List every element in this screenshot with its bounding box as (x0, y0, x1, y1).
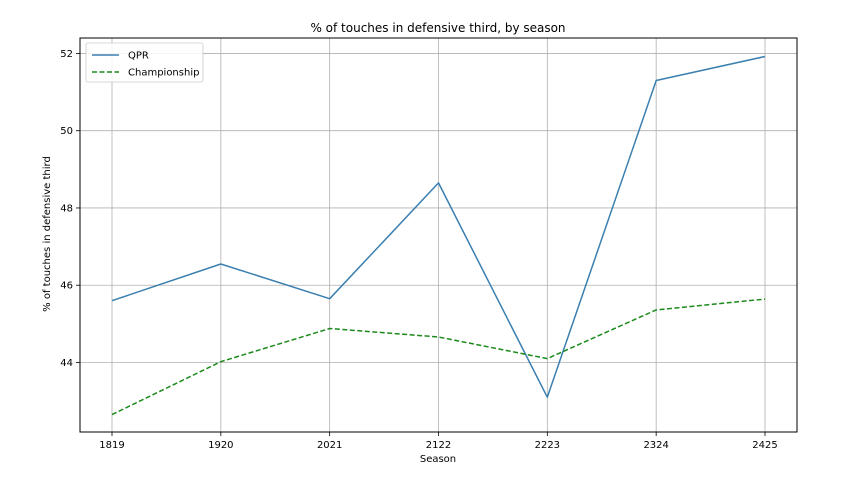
legend: QPR Championship (85, 42, 204, 83)
x-tick-label: 2425 (752, 440, 777, 451)
y-tick-label: 44 (60, 358, 73, 369)
y-tick-label: 52 (60, 49, 73, 60)
series-line-championship (111, 298, 766, 416)
x-tick-label: 1819 (99, 440, 124, 451)
x-tick-label: 2223 (535, 440, 560, 451)
legend-label-qpr: QPR (128, 51, 149, 62)
series-layer (111, 55, 766, 416)
chart-title: % of touches in defensive third, by seas… (310, 21, 565, 35)
grid (80, 38, 797, 432)
series-line-qpr (111, 55, 766, 398)
y-axis: 44 46 48 50 52 (60, 49, 80, 369)
x-tick-label: 1920 (208, 440, 233, 451)
legend-label-championship: Championship (128, 68, 199, 79)
y-axis-title: % of touches in defensive third (42, 156, 53, 312)
y-tick-label: 50 (60, 126, 73, 137)
x-axis: 1819 1920 2021 2122 2223 2324 2425 (99, 432, 778, 451)
x-tick-label: 2021 (317, 440, 342, 451)
x-axis-title: Season (420, 454, 456, 465)
x-tick-label: 2324 (643, 440, 668, 451)
y-tick-label: 48 (60, 203, 73, 214)
x-tick-label: 2122 (426, 440, 451, 451)
y-tick-label: 46 (60, 281, 73, 292)
